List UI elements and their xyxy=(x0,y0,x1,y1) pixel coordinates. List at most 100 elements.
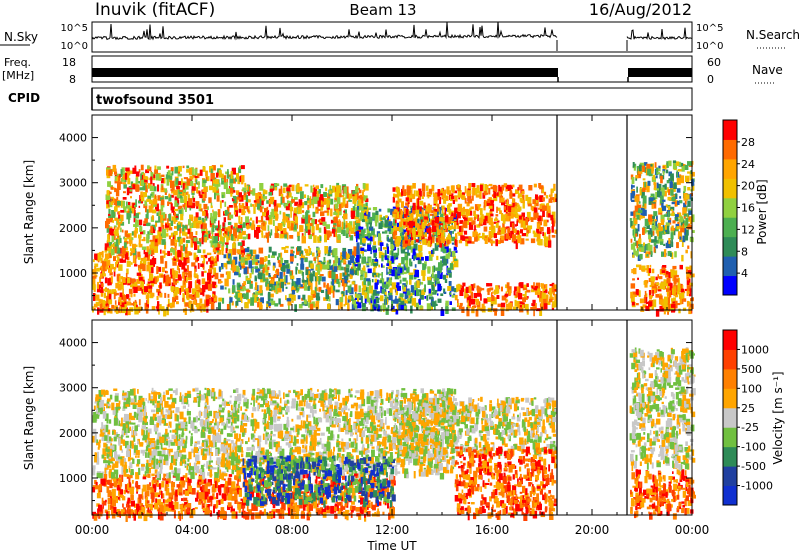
power-cell xyxy=(409,279,412,284)
power-cell xyxy=(396,204,399,207)
power-cell xyxy=(672,226,674,231)
power-cell xyxy=(123,260,126,263)
power-cell xyxy=(153,235,156,242)
power-cell xyxy=(269,200,273,204)
power-cell xyxy=(358,226,361,229)
power-cell xyxy=(433,248,435,254)
power-cell xyxy=(497,295,500,299)
power-cell xyxy=(104,293,106,299)
power-cell xyxy=(687,187,690,191)
power-cell xyxy=(187,265,189,271)
power-cell xyxy=(122,230,124,233)
power-cell xyxy=(320,211,324,216)
power-cell xyxy=(464,221,467,228)
power-cell xyxy=(318,220,320,223)
power-cell xyxy=(450,263,453,270)
power-cell xyxy=(217,228,219,231)
power-cell xyxy=(305,184,309,186)
power-cell xyxy=(408,218,412,222)
power-cell xyxy=(183,166,185,168)
power-cell xyxy=(286,188,290,192)
freq-panel: Freq. [MHz] 18 8 60 0 Nave xyxy=(2,56,783,86)
power-cell xyxy=(686,267,689,270)
power-cell xyxy=(440,193,442,195)
power-cell xyxy=(150,177,152,185)
power-cell xyxy=(275,233,279,238)
power-cell xyxy=(662,166,664,168)
power-cell xyxy=(489,184,493,186)
power-cell xyxy=(633,162,635,168)
power-cell xyxy=(360,276,363,280)
power-cell xyxy=(485,216,488,221)
power-cell xyxy=(300,191,304,199)
power-cell xyxy=(114,292,116,299)
power-cell xyxy=(232,267,236,271)
power-cell xyxy=(219,281,223,283)
power-cell xyxy=(273,252,277,256)
power-cell xyxy=(136,220,139,227)
power-cell xyxy=(633,211,635,219)
power-cell xyxy=(114,206,118,211)
power-cell xyxy=(139,220,142,226)
power-cell xyxy=(508,213,511,216)
power-cell xyxy=(687,246,689,249)
power-cell xyxy=(305,217,309,224)
power-cell xyxy=(501,235,504,240)
power-cell xyxy=(385,284,389,289)
power-cell xyxy=(297,288,299,291)
power-cell xyxy=(440,256,444,258)
power-cell xyxy=(455,233,457,239)
power-cell xyxy=(434,193,437,201)
power-cell xyxy=(103,289,107,292)
power-cell xyxy=(528,225,532,229)
power-cell xyxy=(320,184,323,188)
power-cell xyxy=(440,260,442,265)
power-cell xyxy=(107,240,110,242)
power-cell xyxy=(412,194,415,199)
power-cell xyxy=(203,187,207,192)
power-cell xyxy=(299,270,302,274)
power-cell xyxy=(379,209,382,212)
power-cell xyxy=(264,208,267,212)
power-cell xyxy=(225,287,227,289)
power-cell xyxy=(653,231,655,236)
power-cell xyxy=(127,205,130,209)
power-cell xyxy=(417,219,419,223)
power-cell xyxy=(552,301,554,308)
power-cell xyxy=(677,178,681,185)
power-cell xyxy=(176,301,179,304)
power-cell xyxy=(501,228,505,235)
power-cell xyxy=(505,189,507,191)
power-cell xyxy=(337,234,340,240)
power-cell xyxy=(468,183,471,189)
power-cell xyxy=(388,280,392,285)
power-cell xyxy=(278,223,282,229)
power-cell xyxy=(289,235,293,239)
power-cell xyxy=(441,206,444,210)
power-cell xyxy=(254,230,257,238)
vel-cell xyxy=(382,512,384,515)
power-cell xyxy=(241,257,245,263)
power-cell xyxy=(337,197,341,204)
power-cell xyxy=(520,198,523,202)
power-cell xyxy=(680,265,684,270)
power-cell xyxy=(526,283,529,287)
power-cell xyxy=(637,205,641,208)
power-cell xyxy=(301,254,303,257)
power-cell xyxy=(265,264,267,271)
power-cell xyxy=(193,289,197,293)
power-cell xyxy=(197,249,201,253)
power-cell xyxy=(141,180,144,186)
power-cell xyxy=(140,187,143,190)
power-cell xyxy=(340,297,344,302)
power-cell xyxy=(184,263,187,266)
power-cell xyxy=(649,268,651,273)
power-cell xyxy=(297,246,302,251)
power-cell xyxy=(460,303,463,306)
power-cell xyxy=(123,249,125,252)
power-cell xyxy=(634,295,637,297)
power-cell xyxy=(148,285,152,289)
power-colorbar-swatch xyxy=(723,120,737,140)
power-cell xyxy=(366,210,368,214)
power-cell xyxy=(197,257,200,261)
